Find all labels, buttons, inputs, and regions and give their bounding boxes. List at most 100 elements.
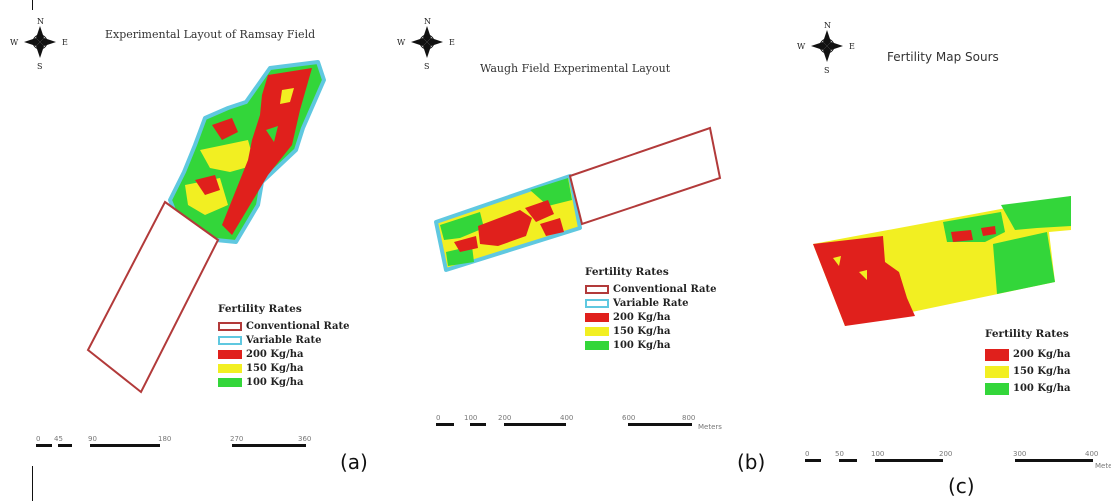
legend-title: Fertility Rates (585, 266, 669, 278)
scale-unit: Meters (698, 423, 722, 431)
legend-swatch (585, 312, 609, 322)
compass-n: N (824, 21, 831, 30)
scale-tick: 200 (498, 414, 512, 422)
legend-swatch (218, 363, 242, 373)
legend-item-conventional: Conventional Rate (218, 319, 349, 333)
legend-swatch (218, 377, 242, 387)
legend-item-100: 100 Kg/ha (985, 380, 1070, 397)
fertility-zones (813, 196, 1071, 326)
scale-bar-segment (90, 444, 160, 447)
panel-label: (a) (340, 450, 368, 474)
map-title: Experimental Layout of Ramsay Field (105, 28, 316, 41)
legend-label: 200 Kg/ha (246, 348, 304, 360)
map-canvas-b: N E S W (397, 17, 722, 272)
scale-tick: 600 (622, 414, 636, 422)
legend-item-200: 200 Kg/ha (585, 310, 716, 324)
scale-bar-segment (875, 459, 943, 462)
scale-tick: 0 (436, 414, 441, 422)
scale-tick: 0 (805, 450, 810, 458)
legend-swatch (585, 298, 609, 308)
legend-label: 100 Kg/ha (613, 339, 671, 351)
scale-tick: 45 (54, 435, 63, 443)
legend-swatch (985, 348, 1009, 361)
variable-rate-field (168, 60, 326, 244)
scale-bar: 0 100 200 400 600 800 Meters (436, 414, 736, 434)
panel-label: (c) (948, 474, 975, 498)
conventional-rate-plot (86, 200, 220, 394)
compass-s: S (824, 66, 829, 75)
legend-label: 150 Kg/ha (613, 325, 671, 337)
map-title: Waugh Field Experimental Layout (480, 62, 671, 75)
legend-swatch (585, 340, 609, 350)
compass-e: E (62, 38, 68, 47)
map-panel-ramsay: N E S W Experimental Layout of Ramsay Fi… (0, 0, 380, 501)
compass-s: S (37, 62, 42, 71)
map-panel-waugh: N E S W Waugh Field Experimental Layout … (380, 0, 775, 501)
scale-bar-segment (805, 459, 821, 462)
compass-n: N (37, 17, 44, 26)
legend-item-variable: Variable Rate (585, 296, 716, 310)
north-arrow-compass: N E S W (10, 17, 68, 71)
compass-e: E (449, 38, 455, 47)
legend-item-100: 100 Kg/ha (585, 338, 716, 352)
scale-unit: Meters (1095, 462, 1111, 470)
legend-label: 150 Kg/ha (246, 362, 304, 374)
compass-n: N (424, 17, 431, 26)
compass-s: S (424, 62, 429, 71)
variable-rate-field (434, 174, 582, 272)
legend-label: Conventional Rate (246, 320, 350, 332)
compass-w: W (797, 42, 806, 51)
legend-label: Variable Rate (613, 297, 689, 309)
legend-swatch (585, 326, 609, 336)
legend-label: 150 Kg/ha (1013, 366, 1071, 377)
compass-w: W (397, 38, 406, 47)
north-arrow-compass: N E S W (397, 17, 455, 71)
scale-bar-segment (470, 423, 486, 426)
legend-swatch (218, 349, 242, 359)
map-panel-fertility: N E S W Fertility Map Sours Fertility Ra… (775, 0, 1111, 501)
conventional-rate-plot (568, 126, 722, 226)
map-canvas-c: N E S W (797, 21, 1071, 326)
legend-item-150: 150 Kg/ha (985, 363, 1070, 380)
scale-bar-segment (1015, 459, 1093, 462)
legend-swatch (585, 284, 609, 294)
scale-bar-segment (36, 444, 52, 447)
legend-label: 200 Kg/ha (613, 311, 671, 323)
legend-item-100: 100 Kg/ha (218, 375, 349, 389)
legend-title: Fertility Rates (985, 328, 1069, 340)
edge-mark-top (32, 0, 33, 10)
legend-swatch (985, 382, 1009, 395)
legend-item-200: 200 Kg/ha (218, 347, 349, 361)
scale-tick: 100 (871, 450, 885, 458)
legend-item-conventional: Conventional Rate (585, 282, 716, 296)
legend-swatch (218, 335, 242, 345)
legend-swatch (218, 321, 242, 331)
legend-label: Variable Rate (246, 334, 322, 346)
legend: Fertility Rates Conventional Rate Variab… (218, 303, 349, 389)
legend-item-variable: Variable Rate (218, 333, 349, 347)
scale-tick: 800 (682, 414, 696, 422)
scale-tick: 90 (88, 435, 97, 443)
panel-label: (b) (737, 450, 766, 474)
scale-tick: 400 (560, 414, 574, 422)
scale-bar-segment (58, 444, 72, 447)
legend-swatch (985, 365, 1009, 378)
legend-label: 100 Kg/ha (1013, 383, 1071, 394)
legend: Fertility Rates 200 Kg/ha 150 Kg/ha 100 … (985, 328, 1070, 397)
scale-tick: 200 (939, 450, 953, 458)
legend-label: 100 Kg/ha (246, 376, 304, 388)
scale-tick: 0 (36, 435, 41, 443)
scale-bar-segment (504, 423, 566, 426)
scale-bar-segment (232, 444, 306, 447)
legend-item-150: 150 Kg/ha (585, 324, 716, 338)
legend-item-200: 200 Kg/ha (985, 346, 1070, 363)
scale-bar: 0 45 90 180 270 360 (36, 435, 316, 455)
scale-tick: 180 (158, 435, 172, 443)
scale-bar-segment (628, 423, 692, 426)
legend-title: Fertility Rates (218, 303, 302, 315)
edge-mark-bottom (32, 466, 33, 501)
legend-item-150: 150 Kg/ha (218, 361, 349, 375)
scale-tick: 360 (298, 435, 312, 443)
scale-tick: 100 (464, 414, 478, 422)
legend: Fertility Rates Conventional Rate Variab… (585, 266, 716, 352)
